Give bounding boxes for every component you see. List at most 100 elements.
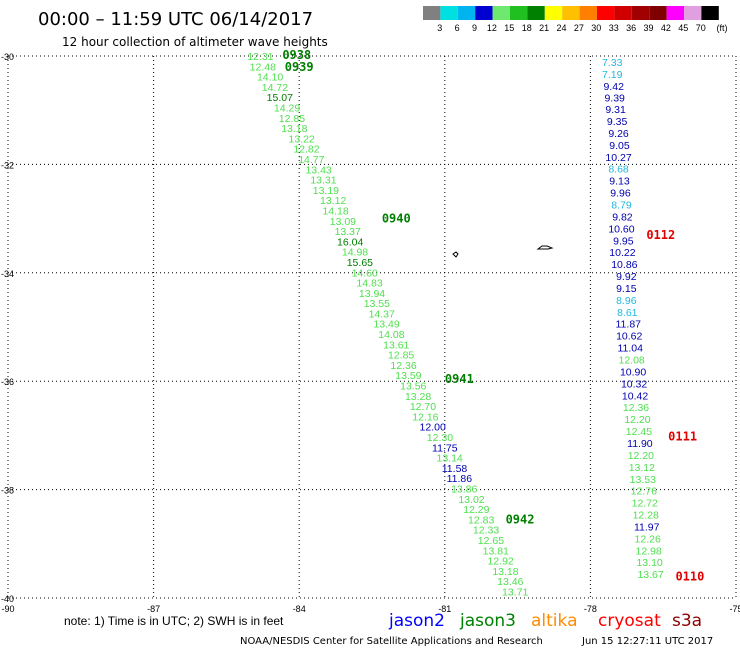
wave-height-point: 13.14	[437, 453, 463, 465]
wave-height-point: 12.36	[390, 360, 416, 372]
colorbar-tick-label: 24	[556, 23, 566, 33]
colorbar-swatch	[544, 6, 563, 20]
colorbar-tick-label: 70	[696, 23, 706, 33]
chart-subtitle: 12 hour collection of altimeter wave hei…	[62, 35, 328, 49]
colorbar-swatch	[701, 6, 719, 20]
wave-height-point: 12.30	[427, 432, 453, 444]
pass-time-label: 0942	[506, 512, 535, 526]
colorbar-tick-label: 15	[504, 23, 514, 33]
wave-height-point: 12.16	[412, 411, 438, 423]
wave-height-point: 12.00	[420, 422, 446, 434]
wave-height-point: 13.49	[373, 319, 399, 331]
wave-height-point: 12.20	[624, 414, 650, 426]
wave-height-point: 13.71	[502, 586, 528, 598]
colorbar-tick-label: 12	[487, 23, 497, 33]
wave-height-point: 13.09	[330, 216, 356, 228]
wave-height-point: 13.81	[483, 545, 509, 557]
wave-height-point: 14.60	[352, 267, 378, 279]
wave-height-point: 13.59	[395, 370, 421, 382]
wave-height-point: 10.90	[620, 366, 646, 378]
colorbar-swatch	[492, 6, 510, 20]
wave-height-point: 10.27	[605, 152, 631, 164]
colorbar-tick-label: 45	[678, 23, 688, 33]
wave-height-point: 11.87	[616, 319, 642, 331]
colorbar-swatch	[440, 6, 458, 20]
wave-height-point: 10.86	[611, 259, 637, 271]
wave-height-point: 9.05	[609, 140, 630, 152]
wave-height-point: 12.72	[632, 498, 658, 510]
pass-time-label: 0110	[675, 569, 704, 583]
wave-height-point: 13.55	[364, 298, 390, 310]
wave-height-point: 15.07	[267, 92, 293, 104]
y-tick-label: -38	[1, 486, 14, 496]
wave-height-point: 13.31	[310, 175, 336, 187]
y-tick-label: -32	[1, 160, 14, 170]
x-tick-label: -81	[438, 604, 451, 614]
colorbar-tick-label: 21	[539, 23, 549, 33]
colorbar-swatch	[475, 6, 493, 20]
wave-height-point: 12.36	[623, 402, 649, 414]
pass-time-label: 0938	[282, 48, 311, 62]
colorbar-swatch	[562, 6, 580, 20]
wave-height-point: 13.18	[492, 566, 518, 578]
coastline-fragment	[452, 251, 459, 258]
wave-height-point: 12.83	[468, 514, 494, 526]
satellite-legend: jason2 jason3 altika cryosat s3a	[388, 611, 702, 631]
wave-height-point: 13.94	[359, 288, 385, 300]
wave-height-point: 12.33	[473, 525, 499, 537]
x-tick-label: -90	[1, 604, 14, 614]
pass-time-label: 0112	[646, 228, 675, 242]
colorbar-tick-label: 36	[626, 23, 636, 33]
wave-height-point: 12.65	[478, 535, 504, 547]
colorbar-tick-label: 33	[609, 23, 619, 33]
footer-credit: NOAA/NESDIS Center for Satellite Applica…	[240, 636, 543, 647]
wave-height-point: 13.10	[636, 557, 662, 569]
colorbar-swatch	[579, 6, 597, 20]
colorbar-swatch	[527, 6, 545, 20]
wave-height-point: 9.82	[612, 211, 633, 223]
wave-height-point: 14.77	[298, 154, 324, 166]
wave-height-point: 14.29	[274, 102, 300, 114]
x-tick-label: -75	[729, 604, 740, 614]
y-tick-label: -34	[1, 269, 14, 279]
colorbar-tick-label: 18	[522, 23, 532, 33]
note-text: note: 1) Time is in UTC; 2) SWH is in fe…	[64, 614, 284, 628]
wave-height-point: 11.04	[617, 343, 643, 355]
wave-height-point: 10.22	[609, 247, 635, 259]
wave-height-point: 12.20	[628, 450, 654, 462]
wave-height-point: 14.08	[378, 329, 404, 341]
pass-time-label: 0940	[382, 212, 411, 226]
wave-height-point: 13.56	[400, 381, 426, 393]
axis-ticks: -90 -87 -84 -81 -78 -75 -30 -32 -34 -36 -38 -40	[1, 52, 740, 614]
wave-height-point: 13.22	[288, 133, 314, 145]
wave-height-point: 9.95	[613, 235, 634, 247]
wave-height-point: 11.75	[432, 442, 458, 454]
pass-time-label: 0111	[668, 429, 697, 443]
wave-height-point: 12.85	[279, 113, 305, 125]
wave-height-point: 14.72	[262, 82, 288, 94]
colorbar-tick-label: 9	[472, 23, 477, 33]
wave-height-point: 13.67	[637, 569, 663, 581]
wave-height-point: 12.85	[388, 350, 414, 362]
wave-height-point: 9.13	[609, 176, 630, 188]
wave-height-point: 13.28	[405, 391, 431, 403]
wave-height-point: 13.12	[629, 462, 655, 474]
wave-height-point: 9.26	[608, 128, 629, 140]
wave-height-point: 12.82	[293, 144, 319, 156]
coastline-fragment	[536, 245, 554, 250]
x-tick-label: -78	[584, 604, 597, 614]
wave-height-point: 12.48	[250, 61, 276, 73]
wave-height-point: 13.46	[497, 576, 523, 588]
wave-height-point: 13.18	[281, 123, 307, 135]
wave-height-point: 9.92	[616, 271, 637, 283]
wave-height-point: 13.37	[335, 226, 361, 238]
wave-height-point: 9.15	[616, 283, 637, 295]
colorbar-tick-label: 6	[455, 23, 460, 33]
colorbar-tick-label: 3	[437, 23, 442, 33]
wave-height-point: 12.45	[626, 426, 652, 438]
wave-height-point: 12.29	[463, 504, 489, 516]
legend-entry-altika: altika	[531, 611, 578, 631]
legend-entry-cryosat: cryosat	[598, 611, 661, 631]
wave-height-point: 9.42	[603, 81, 624, 93]
